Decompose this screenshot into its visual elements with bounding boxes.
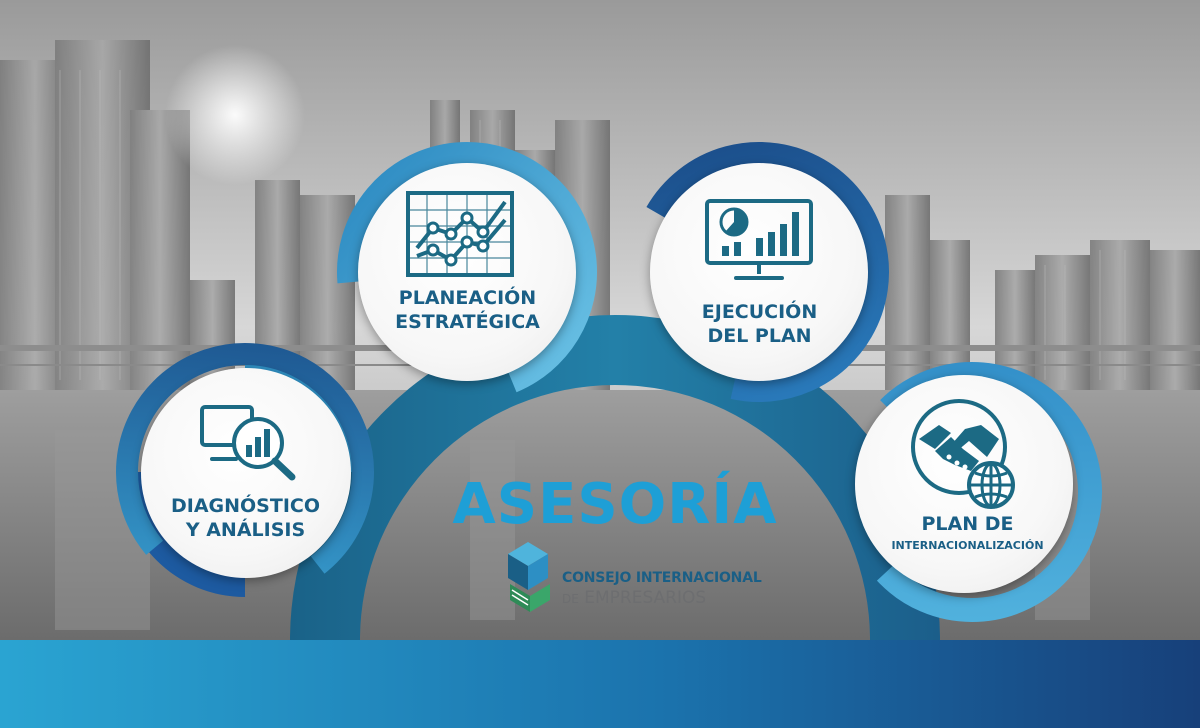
stage-planeacion: PLANEACIÓN ESTRATÉGICA — [330, 135, 605, 410]
page-title: ASESORÍA — [452, 472, 778, 537]
line-chart-icon — [406, 191, 514, 277]
bottom-color-band — [0, 640, 1200, 728]
logo-line-2: DE EMPRESARIOS — [562, 588, 706, 608]
stage-diagnostico: DIAGNÓSTICO Y ANÁLISIS — [108, 335, 383, 610]
stage-label: PLAN DE INTERNACIONALIZACIÓN — [830, 513, 1105, 553]
stage-ring — [629, 142, 889, 402]
stage-disc — [855, 375, 1073, 593]
stage-label-line1: DIAGNÓSTICO — [170, 495, 320, 517]
logo-line-2-prefix: DE — [562, 592, 579, 606]
stage-label-line2: DEL PLAN — [707, 324, 812, 347]
stage-ejecucion: EJECUCIÓN DEL PLAN — [622, 135, 897, 410]
dashboard-monitor-icon — [705, 199, 813, 280]
stage-label-line2: INTERNACIONALIZACIÓN — [891, 538, 1044, 552]
stage-label-line2: Y ANÁLISIS — [185, 518, 306, 541]
monitor-magnifier-icon — [200, 405, 296, 481]
stage-label: PLANEACIÓN ESTRATÉGICA — [330, 287, 605, 335]
handshake-globe-icon — [911, 399, 1015, 509]
stage-ring — [337, 142, 597, 402]
stage-internacionalizacion: PLAN DE INTERNACIONALIZACIÓN — [835, 355, 1110, 630]
stage-disc — [141, 368, 351, 578]
logo-line-1: CONSEJO INTERNACIONAL — [562, 570, 762, 586]
logo-line-2-main: EMPRESARIOS — [584, 588, 707, 608]
logo-mark-icon — [508, 542, 550, 612]
stage-label-line2: ESTRATÉGICA — [395, 310, 540, 333]
stage-label: DIAGNÓSTICO Y ANÁLISIS — [108, 495, 383, 543]
stage-label-line1: EJECUCIÓN — [701, 301, 818, 323]
stage-label: EJECUCIÓN DEL PLAN — [622, 301, 897, 349]
stage-label-line1: PLANEACIÓN — [398, 287, 537, 309]
logo: CONSEJO INTERNACIONAL DE EMPRESARIOS — [500, 540, 762, 615]
stage-label-line1: PLAN DE — [921, 513, 1014, 535]
